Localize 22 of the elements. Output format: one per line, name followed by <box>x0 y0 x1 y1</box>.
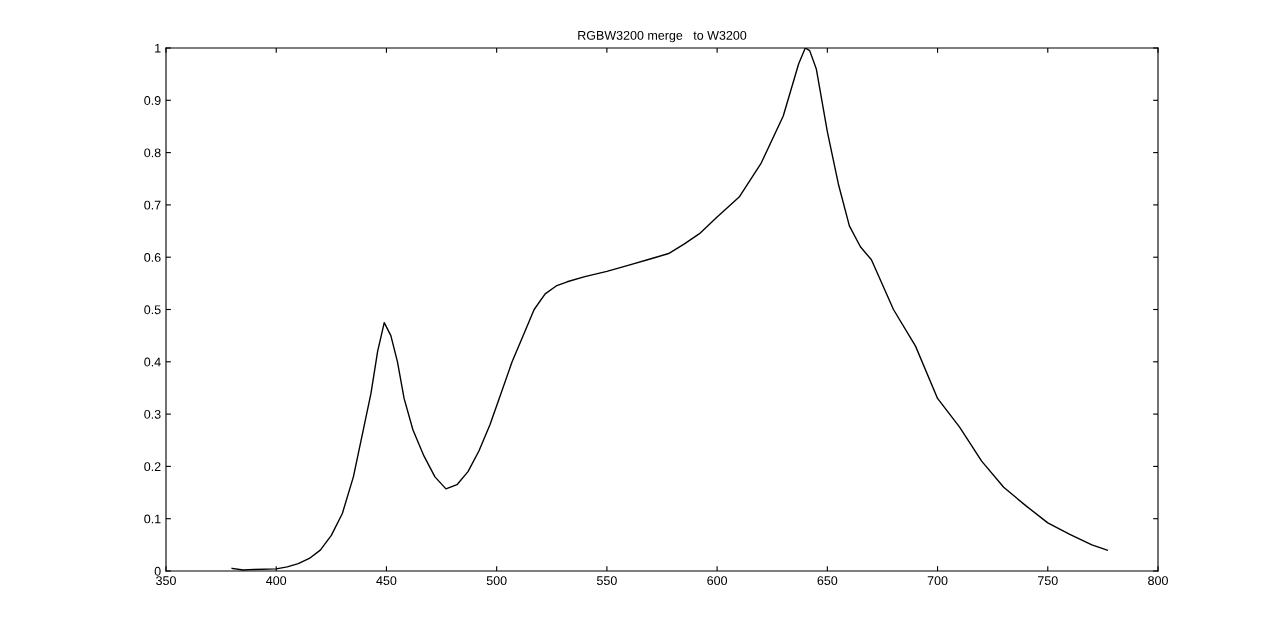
y-tick-label: 0.8 <box>144 148 161 158</box>
y-tick-label: 0 <box>154 566 161 576</box>
x-tick-label: 750 <box>1037 576 1058 586</box>
x-tick-label: 550 <box>596 576 617 586</box>
y-tick-label: 0.4 <box>144 357 161 367</box>
y-tick-label: 1 <box>155 43 161 53</box>
y-tick-label: 0.7 <box>144 200 161 210</box>
y-tick-label: 0.6 <box>144 253 161 262</box>
chart-title: RGBW3200 merge to W3200 <box>578 30 747 43</box>
y-tick-label: 0.3 <box>144 409 161 419</box>
x-tick-label: 350 <box>156 576 176 586</box>
y-tick-label: 0.9 <box>144 96 161 105</box>
x-tick-label: 500 <box>486 576 507 586</box>
x-tick-label: 450 <box>376 576 397 586</box>
x-tick-label: 650 <box>817 576 838 586</box>
y-tick-label: 0.2 <box>144 462 161 472</box>
x-tick-label: 600 <box>707 576 728 586</box>
x-tick-label: 800 <box>1148 576 1168 586</box>
x-tick-label: 700 <box>927 576 948 586</box>
x-tick-label: 400 <box>266 576 287 586</box>
y-tick-label: 0.1 <box>144 514 161 524</box>
y-tick-label: 0.5 <box>144 305 161 315</box>
